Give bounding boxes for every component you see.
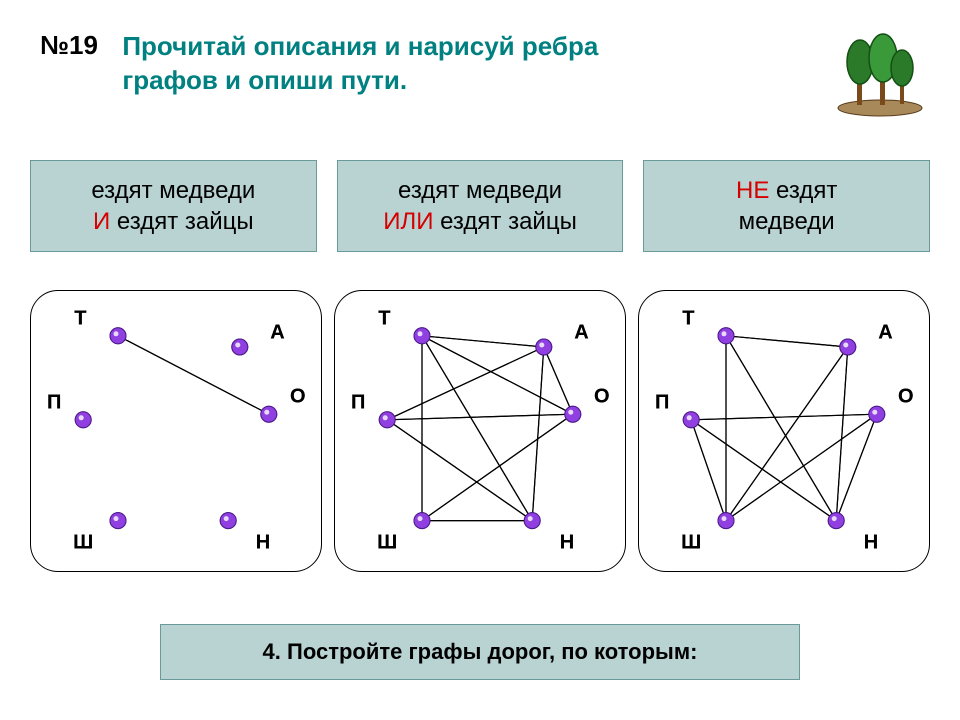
card-pre: ездят медведи	[398, 177, 562, 204]
task-number: №19	[40, 30, 98, 61]
card-op: И	[93, 208, 110, 235]
card-and: ездят медведи И ездят зайцы	[30, 160, 317, 252]
card-post: ездят зайцы	[433, 208, 576, 235]
graph-1: ТАПОШНТАПОШН	[30, 290, 322, 572]
task-line2: графов и опиши пути.	[122, 65, 407, 95]
cards-row: ездят медведи И ездят зайцы ездят медвед…	[30, 160, 930, 252]
graph-3: ТАПОШНТАПОШН	[638, 290, 930, 572]
header: №19 Прочитай описания и нарисуй ребра гр…	[40, 30, 820, 98]
trees-icon	[830, 20, 930, 120]
graph-2: ТАПОШНТАПОШН	[334, 290, 626, 572]
graphs-row: ТАПОШНТАПОШН ТАПОШНТАПОШН ТАПОШНТАПОШН	[30, 290, 930, 572]
task-text: Прочитай описания и нарисуй ребра графов…	[122, 30, 598, 98]
card-not: НЕ ездятмедведи	[643, 160, 930, 252]
footer-instruction: 4. Постройте графы дорог, по которым:	[160, 624, 800, 680]
task-line1: Прочитай описания и нарисуй ребра	[122, 31, 598, 61]
card-pre: ездят медведи	[91, 177, 255, 204]
card-or: ездят медведи ИЛИ ездят зайцы	[337, 160, 624, 252]
card-op: ИЛИ	[383, 208, 433, 235]
card-post: ездят зайцы	[110, 208, 253, 235]
